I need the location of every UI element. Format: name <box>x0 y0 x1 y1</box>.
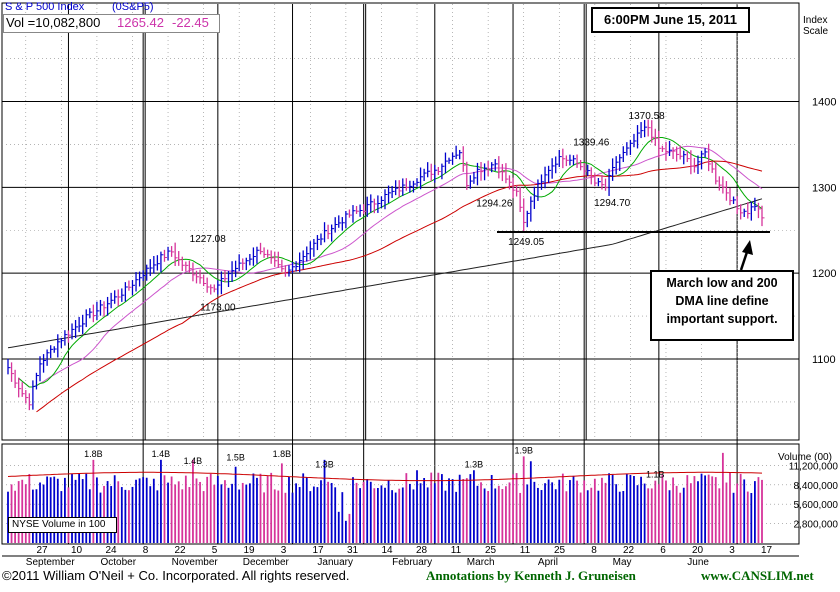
month-label: January <box>317 557 353 568</box>
volume-legend: NYSE Volume in 100 <box>8 517 117 533</box>
day-tick-label: 25 <box>485 545 497 556</box>
site-link[interactable]: www.CANSLIM.net <box>701 568 814 583</box>
volume-peak-label: 1.4B <box>152 449 171 459</box>
volume-bars-layer <box>7 452 763 543</box>
month-label: May <box>613 557 632 568</box>
day-tick-label: 6 <box>660 545 666 556</box>
day-tick-label: 10 <box>71 545 83 556</box>
day-tick-label: 8 <box>591 545 597 556</box>
volume-tick-label: 8,400,000 <box>794 481 839 492</box>
day-tick-label: 25 <box>554 545 566 556</box>
annotation-line-3: important support. <box>666 312 778 326</box>
price-label: 1294.26 <box>476 198 513 209</box>
y-tick-label: 1200 <box>812 268 836 280</box>
timestamp-box: 6:00PM June 15, 2011 <box>591 7 750 33</box>
price-label: 1227.08 <box>190 234 227 245</box>
volume-peak-label: 1.4B <box>184 456 203 466</box>
label-layer: 1100 1200 1300 1400 11,200,000 8,400,000 5,600… <box>26 97 839 568</box>
y-tick-label: 1300 <box>812 182 836 194</box>
day-tick-label: 19 <box>243 545 255 556</box>
day-tick-label: 11 <box>451 545 462 556</box>
volume-peak-label: 1.8B <box>84 449 103 459</box>
day-tick-label: 3 <box>281 545 287 556</box>
header-box <box>3 14 220 33</box>
day-tick-label: 20 <box>692 545 704 556</box>
volume-peak-label: 1.3B <box>465 459 484 469</box>
ma50-line <box>36 160 763 413</box>
volume-tick-label: 5,600,000 <box>794 500 839 511</box>
annotation-line-2: DMA line define <box>675 294 769 308</box>
day-tick-label: 22 <box>623 545 635 556</box>
month-label: November <box>172 557 219 568</box>
price-value: 1265.42 <box>117 15 164 30</box>
index-name: S & P 500 Index <box>5 1 85 13</box>
price-change: -22.45 <box>172 15 209 30</box>
day-tick-label: 17 <box>761 545 773 556</box>
month-label: October <box>100 557 136 568</box>
month-label: April <box>538 557 558 568</box>
price-label: 1294.70 <box>594 198 631 209</box>
volume-average-line <box>7 471 763 482</box>
day-tick-label: 17 <box>312 545 324 556</box>
day-tick-label: 11 <box>520 545 531 556</box>
price-panel <box>1 2 800 441</box>
support-annotation: March low and 200 DMA line define import… <box>650 270 794 341</box>
volume-peak-label: 1.8B <box>273 449 292 459</box>
volume-title: Volume (00) <box>778 452 832 463</box>
volume-peak-label: 1.1B <box>646 470 665 480</box>
price-label: 1173.00 <box>200 302 236 313</box>
arrow-icon <box>739 240 753 271</box>
day-tick-label: 8 <box>143 545 149 556</box>
scale-label-1: Index <box>803 15 828 26</box>
ma21-line <box>18 145 763 388</box>
volume-peak-label: 1.9B <box>514 445 533 455</box>
day-tick-label: 24 <box>105 545 117 556</box>
day-tick-label: 14 <box>381 545 393 556</box>
volume-text: Vol =10,082,800 <box>6 15 101 30</box>
day-tick-label: 3 <box>729 545 735 556</box>
month-label: September <box>26 557 76 568</box>
day-tick-label: 22 <box>174 545 186 556</box>
day-tick-label: 5 <box>212 545 218 556</box>
price-label: 1339.46 <box>573 137 610 148</box>
annotation-line-1: March low and 200 <box>666 276 778 290</box>
price-label: 1249.05 <box>508 237 545 248</box>
moving-average-layer <box>7 137 763 413</box>
price-bars-layer <box>7 119 765 411</box>
copyright: ©2011 William O'Neil + Co. Incorporated.… <box>2 568 350 583</box>
month-label: February <box>392 557 432 568</box>
month-label: June <box>687 557 709 568</box>
scale-label-2: Scale <box>803 26 829 37</box>
volume-tick-label: 2,800,000 <box>794 520 839 531</box>
price-label: 1370.58 <box>629 111 666 122</box>
month-label: December <box>243 557 290 568</box>
volume-tick-label: 11,200,000 <box>789 461 839 472</box>
annotations-credit: Annotations by Kenneth J. Gruneisen <box>426 568 636 583</box>
day-tick-label: 31 <box>347 545 359 556</box>
day-tick-label: 27 <box>36 545 48 556</box>
day-tick-label: 28 <box>416 545 428 556</box>
ma10-line <box>18 137 763 388</box>
volume-peak-label: 1.5B <box>226 452 245 462</box>
volume-peak-label: 1.3B <box>315 459 334 469</box>
y-tick-label: 1400 <box>812 97 836 109</box>
month-label: March <box>467 557 495 568</box>
ma200-line <box>7 198 763 349</box>
index-symbol: (0S&P5) <box>112 1 154 13</box>
y-tick-label: 1100 <box>812 354 836 366</box>
